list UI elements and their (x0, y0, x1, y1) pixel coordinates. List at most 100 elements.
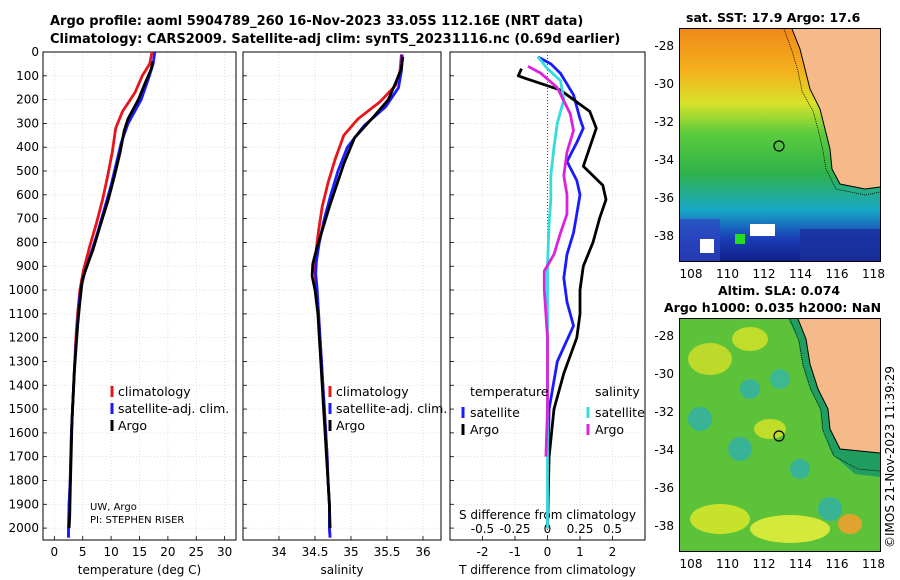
salinity-panel: 34 34.5 35 35.5 36 salinity climatology satelli… (242, 51, 447, 577)
x-tick-label: 35 (343, 545, 358, 559)
sla-land (798, 319, 880, 453)
x-tick-label: 25 (189, 545, 204, 559)
plot-frame (242, 51, 442, 541)
y-tick-label: 600 (16, 188, 39, 202)
y-tick-label: 1900 (8, 497, 39, 511)
map-lon-label: 114 (789, 267, 812, 281)
legend-label: Argo (470, 422, 499, 437)
x-tick-label: 30 (217, 545, 232, 559)
map-lat-label: -38 (654, 229, 674, 243)
map-lon-label: 116 (826, 557, 849, 571)
map-lon-label: 112 (753, 557, 776, 571)
x-tick-label: 34 (271, 545, 286, 559)
y-tick-label: 1800 (8, 473, 39, 487)
x-tick-label: 34.5 (302, 545, 329, 559)
y-tick-label: 100 (16, 69, 39, 83)
map-lon-label: 108 (680, 267, 703, 281)
sst-map-image (680, 29, 880, 261)
map-lat-label: -28 (654, 39, 674, 53)
y-tick-label: 1400 (8, 378, 39, 392)
y-tick-label: 900 (16, 259, 39, 273)
map-lon-label: 110 (716, 557, 739, 571)
legend-label: Argo (336, 418, 365, 433)
x-tick-label-top: 0.5 (603, 522, 622, 536)
sla-argo-marker (773, 430, 785, 442)
y-tick-label: 1300 (8, 354, 39, 368)
series-line-argo (310, 56, 405, 529)
temperature-panel: 0100200300400500600700800900100011001200… (8, 45, 237, 577)
legend-salinity-title: salinity (595, 384, 640, 399)
map-lat-label: -34 (654, 153, 674, 167)
x-tick-label: 35.5 (374, 545, 401, 559)
x-tick-label-top: -0.25 (499, 522, 530, 536)
legend-label: Argo (595, 422, 624, 437)
map-lat-label: -36 (654, 481, 674, 495)
map-lat-label: -30 (654, 367, 674, 381)
y-tick-label: 300 (16, 116, 39, 130)
series-line-salinity-argo (527, 65, 575, 457)
x-tick-label: -2 (477, 545, 489, 559)
x-tick-label: 36 (415, 545, 430, 559)
map-lon-label: 114 (789, 557, 812, 571)
map-lat-label: -38 (654, 519, 674, 533)
map-lat-label: -34 (654, 443, 674, 457)
y-tick-label: 0 (31, 45, 39, 59)
map-lon-label: 116 (826, 267, 849, 281)
map-lon-label: 112 (753, 267, 776, 281)
series-line-salinity-satellite (536, 55, 566, 529)
map-lat-label: -32 (654, 115, 674, 129)
legend-label: satellite (470, 405, 520, 420)
x-tick-label-top: 0 (544, 522, 552, 536)
legend-temperature-title: temperature (470, 384, 549, 399)
plot-frame (42, 51, 237, 541)
legend-label: climatology (336, 384, 409, 399)
sla-map (679, 318, 881, 552)
map-lon-label: 118 (862, 267, 885, 281)
legend-label: climatology (118, 384, 191, 399)
map-lon-label: 108 (680, 557, 703, 571)
imos-credit: ©IMOS 21-Nov-2023 11:39:29 (883, 365, 897, 548)
legend-label: Argo (118, 418, 147, 433)
sst-map-title: sat. SST: 17.9 Argo: 17.6 (686, 10, 861, 25)
x-axis-label: salinity (320, 563, 363, 577)
legend-label: satellite-adj. clim. (118, 401, 229, 416)
x-tick-label: 5 (79, 545, 87, 559)
sla-map-image (680, 319, 880, 551)
x-axis-label: temperature (deg C) (78, 563, 201, 577)
y-tick-label: 200 (16, 93, 39, 107)
x-tick-label-top: 0.25 (567, 522, 594, 536)
y-tick-label: 1100 (8, 307, 39, 321)
x-tick-label-top: -0.5 (471, 522, 494, 536)
x-tick-label: 15 (132, 545, 147, 559)
y-tick-label: 400 (16, 140, 39, 154)
annotation-pi: PI: STEPHEN RISER (90, 515, 185, 526)
y-tick-label: 2000 (8, 521, 39, 535)
sst-argo-marker (773, 140, 785, 152)
y-tick-label: 1000 (8, 283, 39, 297)
map-lat-label: -36 (654, 191, 674, 205)
figure-title-line1: Argo profile: aoml 5904789_260 16-Nov-20… (50, 14, 584, 29)
series-line-satellite-adj-clim- (314, 54, 404, 538)
x-tick-label: 20 (160, 545, 175, 559)
map-lat-label: -30 (654, 77, 674, 91)
y-tick-label: 500 (16, 164, 39, 178)
x-tick-label: 2 (609, 545, 617, 559)
map-lat-label: -28 (654, 329, 674, 343)
map-axis-labels: -28 -30 -32 -34 -36 -38 108 110 112 114 116 118 -28 -… (654, 39, 885, 571)
y-tick-label: 1500 (8, 402, 39, 416)
sst-land (792, 29, 880, 189)
map-lon-label: 118 (862, 557, 885, 571)
x-tick-label: 10 (103, 545, 118, 559)
y-tick-label: 800 (16, 235, 39, 249)
x-tick-label: 1 (576, 545, 584, 559)
legend-label: satellite-adj. clim. (336, 401, 447, 416)
x-tick-label: -1 (509, 545, 521, 559)
sla-map-title-line1: Altim. SLA: 0.074 (718, 283, 841, 298)
annotation-uw-argo: UW, Argo (90, 502, 137, 513)
y-tick-label: 1200 (8, 331, 39, 345)
x-axis-label: T difference from climatology (458, 563, 636, 577)
figure-title-line2: Climatology: CARS2009. Satellite-adj cli… (50, 32, 621, 47)
series-line-argo (67, 61, 154, 529)
